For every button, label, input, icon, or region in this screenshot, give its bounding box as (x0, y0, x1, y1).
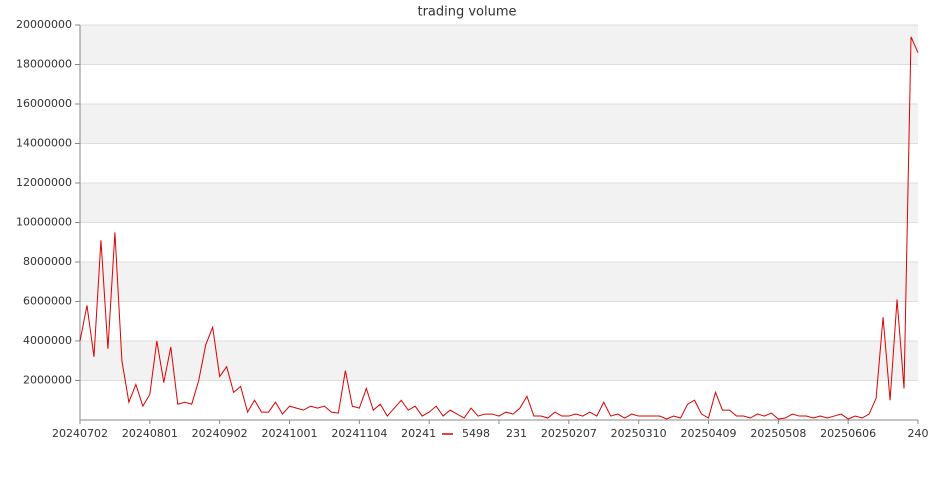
y-tick-label: 8000000 (23, 255, 72, 268)
x-tick-label: 20240702 (52, 427, 108, 440)
x-tick-label: 20240801 (122, 427, 178, 440)
x-tick-label: 20250508 (750, 427, 806, 440)
y-tick-label: 2000000 (23, 374, 72, 387)
x-tick-label: 20250310 (611, 427, 667, 440)
y-tick-label: 12000000 (16, 176, 72, 189)
x-tick-label: 20250606 (820, 427, 876, 440)
y-tick-label: 20000000 (16, 18, 72, 31)
chart-title: trading volume (417, 5, 516, 20)
legend-bg (437, 426, 505, 442)
x-tick-label: 20250207 (541, 427, 597, 440)
y-tick-label: 10000000 (16, 216, 72, 229)
y-tick-label: 16000000 (16, 97, 72, 110)
legend-label: 5498 (462, 427, 490, 440)
y-tick-label: 4000000 (23, 334, 72, 347)
y-tick-label: 6000000 (23, 295, 72, 308)
grid-band (80, 262, 918, 302)
grid-band (80, 183, 918, 223)
x-tick-label: 20250409 (681, 427, 737, 440)
grid-band (80, 104, 918, 144)
y-tick-label: 14000000 (16, 137, 72, 150)
x-tick-label: 20241001 (262, 427, 318, 440)
grid-band (80, 25, 918, 65)
y-tick-label: 18000000 (16, 58, 72, 71)
series-line (79, 36, 919, 420)
x-tick-label: 240 (908, 427, 929, 440)
x-tick-label: 20240902 (192, 427, 248, 440)
x-tick-label: 20241104 (331, 427, 387, 440)
